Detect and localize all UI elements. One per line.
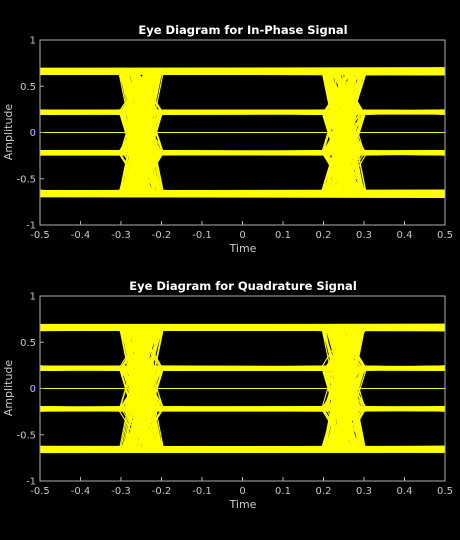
x-tick-label: -0.3 [111, 486, 131, 497]
y-ticks-in-phase: 1 0.5 0 -0.5 -1 [16, 36, 44, 232]
eye-traces-in-phase [39, 67, 446, 198]
x-tick-label: 0.4 [397, 486, 413, 497]
y-ticks-quadrature: 1 0.5 0 -0.5 -1 [16, 292, 44, 488]
x-tick-label: 0.2 [316, 486, 332, 497]
eye-trace [39, 327, 446, 451]
x-ticks-in-phase: -0.5 -0.4 -0.3 -0.2 -0.1 0 0.1 0.2 0.3 0.4 0.5 [30, 221, 453, 241]
x-tick-label: 0.5 [437, 486, 453, 497]
x-axis-label-quadrature: Time [229, 498, 257, 511]
x-tick-label: 0.2 [316, 230, 332, 241]
x-tick-label: -0.4 [71, 230, 91, 241]
eye-trace [39, 109, 446, 115]
x-tick-label: 0 [239, 486, 245, 497]
x-tick-label: -0.1 [192, 230, 212, 241]
x-tick-label: -0.1 [192, 486, 212, 497]
eye-trace [39, 111, 446, 192]
x-tick-label: 0 [239, 230, 245, 241]
y-tick-label: -0.5 [16, 174, 36, 185]
y-tick-label: 0.5 [20, 82, 36, 93]
y-tick-label: 0 [30, 128, 36, 139]
x-tick-label: 0.1 [275, 230, 291, 241]
x-tick-label: -0.5 [30, 486, 50, 497]
chart-in-phase: Eye Diagram for In-Phase Signal -0.5 -0.4… [2, 23, 453, 255]
eye-trace [39, 326, 446, 410]
eye-traces-quadrature [39, 323, 446, 454]
x-tick-label: 0.3 [356, 230, 372, 241]
eye-trace [39, 195, 446, 198]
x-tick-label: 0.1 [275, 486, 291, 497]
y-tick-label: -0.5 [16, 430, 36, 441]
eye-trace [40, 69, 446, 115]
y-tick-label: -1 [26, 477, 36, 488]
eye-trace [39, 71, 446, 195]
y-axis-label-in-phase: Amplitude [2, 104, 15, 161]
x-tick-label: 0.3 [356, 486, 372, 497]
eye-trace [39, 365, 446, 449]
eye-trace [39, 327, 446, 452]
y-tick-label: 1 [30, 36, 36, 47]
x-tick-label: -0.2 [152, 230, 172, 241]
eye-trace [39, 325, 446, 371]
y-tick-label: 0.5 [20, 338, 36, 349]
x-tick-label: -0.5 [30, 230, 50, 241]
eye-trace [39, 70, 446, 193]
eye-trace [39, 327, 446, 450]
y-tick-label: 1 [30, 292, 36, 303]
x-tick-label: 0.4 [397, 230, 413, 241]
y-axis-label-quadrature: Amplitude [2, 360, 15, 417]
y-tick-label: 0 [30, 384, 36, 395]
x-tick-label: -0.3 [111, 230, 131, 241]
eye-trace [39, 69, 446, 156]
x-tick-label: 0.5 [437, 230, 453, 241]
x-ticks-quadrature: -0.5 -0.4 -0.3 -0.2 -0.1 0 0.1 0.2 0.3 0.4 0.5 [30, 477, 453, 497]
eye-trace [39, 326, 446, 450]
x-tick-label: -0.4 [71, 486, 91, 497]
y-tick-label: -1 [26, 221, 36, 232]
x-axis-label-in-phase: Time [229, 242, 257, 255]
chart-quadrature: Eye Diagram for Quadrature Signal -0.5 -0… [2, 279, 453, 511]
chart-title-in-phase: Eye Diagram for In-Phase Signal [138, 23, 347, 37]
x-tick-label: -0.2 [152, 486, 172, 497]
chart-title-quadrature: Eye Diagram for Quadrature Signal [129, 279, 357, 293]
